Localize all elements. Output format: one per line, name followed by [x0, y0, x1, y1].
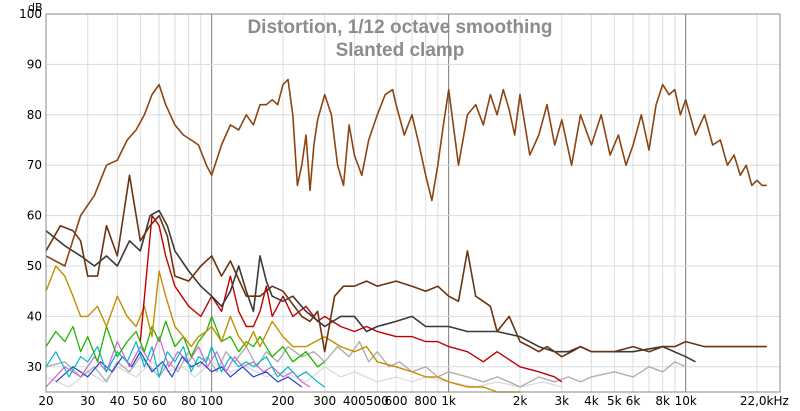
x-tick-label: 20	[38, 394, 53, 408]
x-tick-label: 4k	[584, 394, 599, 408]
y-tick-label: 90	[27, 57, 42, 71]
series-line	[45, 265, 520, 393]
y-tick-label: 30	[27, 360, 42, 374]
x-tick-label: 60	[151, 394, 166, 408]
y-tick-label: 50	[27, 259, 42, 273]
plot-frame	[45, 13, 781, 393]
series-line	[45, 78, 767, 267]
x-tick-label: 300	[313, 394, 336, 408]
x-tick-label: 6k	[626, 394, 641, 408]
y-tick-label: 40	[27, 309, 42, 323]
y-tick-label: 80	[27, 108, 42, 122]
x-tick-label: 200	[272, 394, 295, 408]
series-group	[45, 78, 767, 393]
y-tick-label: 60	[27, 209, 42, 223]
y-tick-label: 70	[27, 158, 42, 172]
x-tick-label: 400	[343, 394, 366, 408]
x-tick-label: 50	[133, 394, 148, 408]
y-tick-label: 100	[19, 7, 42, 21]
x-tick-label: 8k	[655, 394, 670, 408]
x-tick-label: 600	[385, 394, 408, 408]
series-line	[139, 214, 563, 383]
x-tick-label: 100	[200, 394, 223, 408]
y-tick-labels: 30 40 50 60 70 80 90 100	[19, 7, 42, 374]
x-tick-label: 40	[110, 394, 125, 408]
y-axis-unit: dB	[28, 1, 43, 14]
x-tick-label: 800	[414, 394, 437, 408]
grid-lines	[46, 14, 780, 392]
x-tick-label: 10k	[675, 394, 697, 408]
x-tick-label: 22,0kHz	[740, 394, 789, 408]
series-line	[45, 174, 767, 358]
chart-title: Distortion, 1/12 octave smoothing	[247, 17, 552, 38]
x-tick-label: 30	[80, 394, 95, 408]
x-tick-label: 500	[366, 394, 389, 408]
x-tick-label: 5k	[607, 394, 622, 408]
x-tick-label: 80	[181, 394, 196, 408]
x-tick-label: 3k	[554, 394, 569, 408]
chart-subtitle: Slanted clamp	[336, 40, 465, 61]
series-line	[45, 341, 326, 388]
x-tick-label: 1k	[441, 394, 456, 408]
x-tick-label: 2k	[513, 394, 528, 408]
series-line	[45, 336, 311, 388]
